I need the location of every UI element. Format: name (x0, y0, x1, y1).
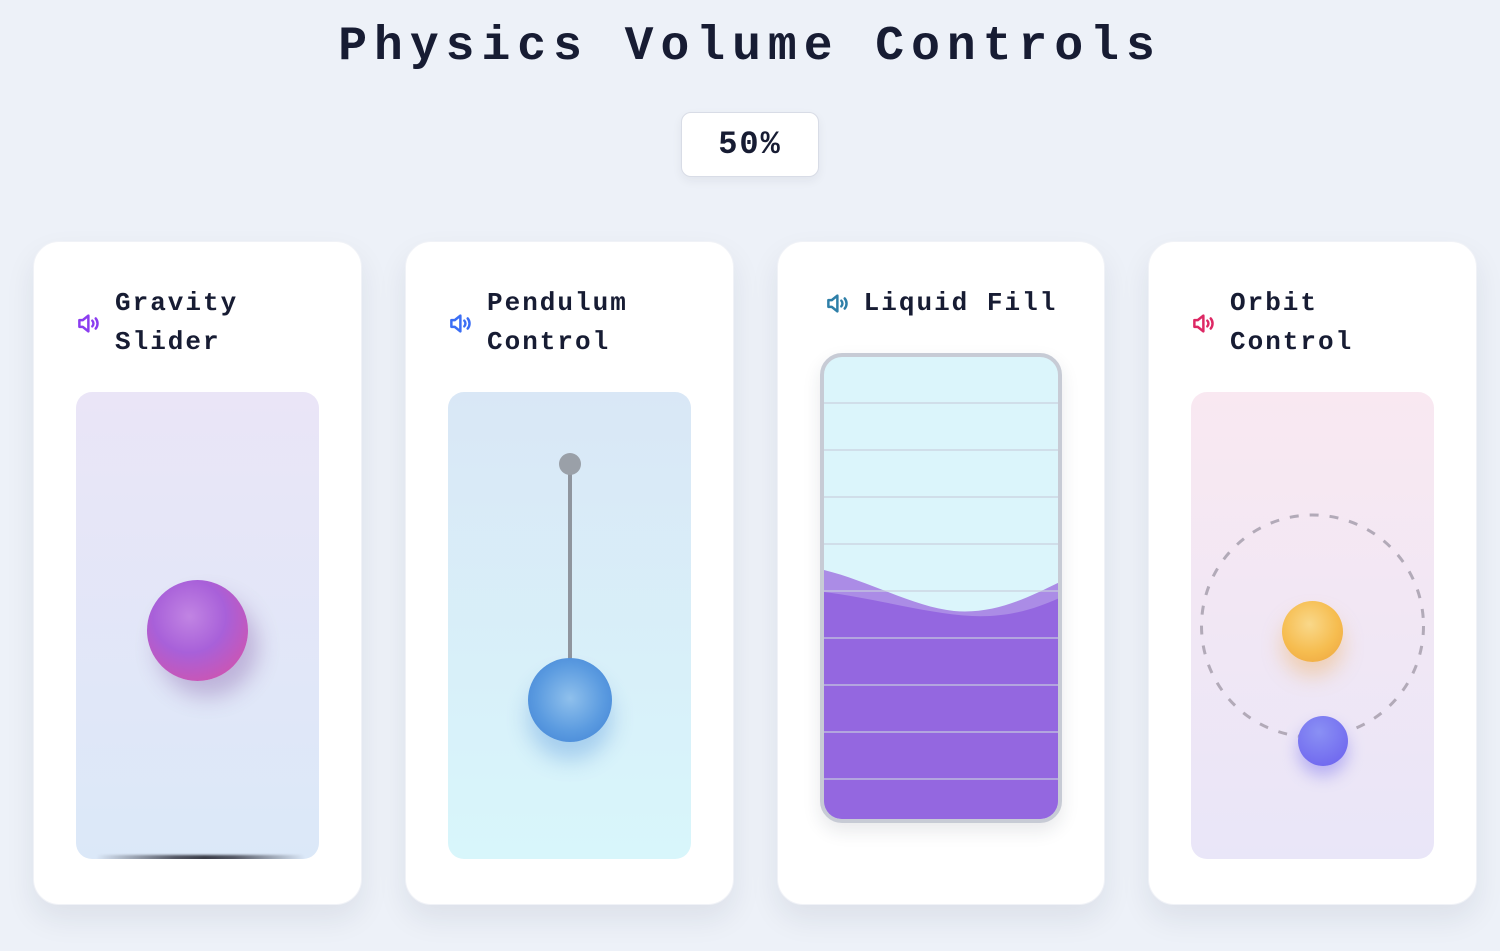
card-title-liquid: Liquid Fill (863, 288, 1058, 318)
liquid-fill-container[interactable] (820, 353, 1062, 823)
liquid-gridline (824, 637, 1058, 639)
pendulum-bob-handle[interactable] (527, 658, 612, 742)
volume-icon (450, 313, 471, 333)
card-liquid-fill: Liquid Fill (777, 241, 1105, 905)
card-pendulum-control: Pendulum Control (405, 241, 734, 905)
liquid-gridline (824, 731, 1058, 733)
volume-icon (826, 294, 848, 313)
liquid-front-wave (824, 592, 1058, 819)
gravity-ball-handle[interactable] (147, 580, 248, 681)
card-header-liquid: Liquid Fill (825, 284, 1058, 323)
volume-icon (78, 313, 99, 333)
volume-value-wrap: 50% (0, 112, 1500, 177)
liquid-gridline (824, 402, 1058, 404)
orbit-control-track[interactable] (1191, 392, 1434, 859)
card-header-orbit: Orbit Control (1191, 284, 1434, 362)
liquid-gridline (824, 496, 1058, 498)
liquid-gridline (824, 684, 1058, 686)
liquid-waves (824, 570, 1058, 819)
page-title: Physics Volume Controls (338, 20, 1162, 74)
cards-row: Gravity Slider Pendulum Control (0, 241, 1500, 905)
liquid-gridline (824, 590, 1058, 592)
card-orbit-control: Orbit Control (1148, 241, 1477, 905)
card-gravity-slider: Gravity Slider (33, 241, 362, 905)
pendulum-control-track[interactable] (448, 392, 691, 859)
card-title-orbit: Orbit Control (1230, 288, 1354, 357)
liquid-gridline (824, 543, 1058, 545)
liquid-gridline (824, 778, 1058, 780)
liquid-gridline (824, 449, 1058, 451)
volume-icon (1193, 313, 1214, 333)
orbit-planet-handle[interactable] (1298, 716, 1348, 766)
card-title-pendulum: Pendulum Control (487, 288, 628, 357)
card-header-pendulum: Pendulum Control (448, 284, 691, 362)
gravity-slider-track[interactable] (76, 392, 319, 859)
volume-value-display: 50% (681, 112, 819, 177)
card-header-gravity: Gravity Slider (76, 284, 319, 362)
orbit-path-circle (1200, 513, 1425, 739)
gravity-floor-line (96, 855, 305, 859)
orbit-sun (1282, 601, 1343, 662)
pendulum-pivot (558, 453, 581, 475)
card-title-gravity: Gravity Slider (115, 288, 239, 357)
pendulum-string (567, 464, 572, 700)
